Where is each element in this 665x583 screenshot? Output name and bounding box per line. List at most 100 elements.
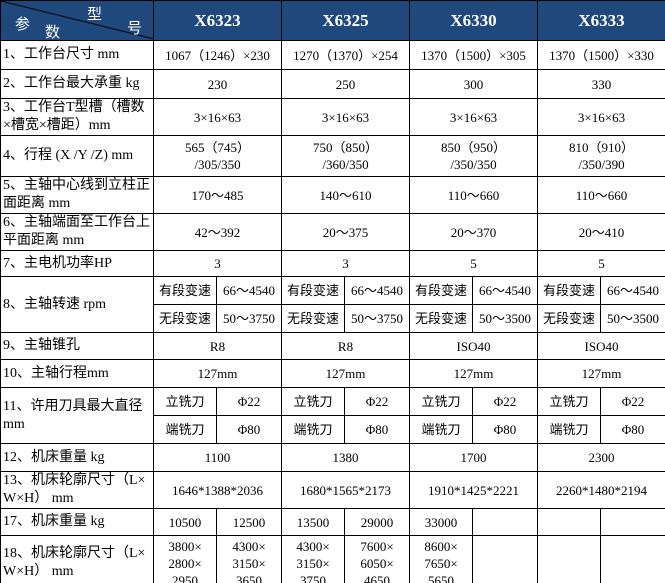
- value-cell: 12500: [216, 508, 282, 536]
- value-cell: 立铣刀: [281, 387, 345, 416]
- row-label: 12、机床重量 kg: [0, 443, 154, 472]
- value-cell: 1370（1500）×330: [537, 40, 665, 70]
- value-cell: 1100: [153, 443, 282, 472]
- spec-row: 18、机床轮廓尺寸（L× W×H） mm 3800× 2800× 2950 4300…: [0, 535, 665, 583]
- value-cell: Φ80: [600, 415, 665, 444]
- value-cell: 230: [153, 69, 282, 99]
- corner-char: 参: [15, 17, 31, 33]
- row-label: 7、主电机功率HP: [0, 250, 154, 277]
- value-cell: 127mm: [409, 359, 538, 388]
- value-cell: Φ80: [344, 415, 410, 444]
- value-cell: 5: [537, 250, 665, 277]
- value-cell: 1646*1388*2036: [153, 471, 282, 509]
- corner-char: 数: [45, 25, 61, 41]
- value-cell: 66～4540: [216, 276, 282, 305]
- value-cell: 端铣刀: [409, 415, 473, 444]
- value-cell: [472, 535, 538, 583]
- value-cell: 端铣刀: [281, 415, 345, 444]
- value-cell: 1370（1500）×305: [409, 40, 538, 70]
- spec-row: 8、主轴转速 rpm 有段变速 66～4540 有段变速 66～4540 有段变速 66～4…: [0, 276, 665, 333]
- value-cell: 13500: [281, 508, 345, 536]
- corner-char: 号: [127, 21, 143, 37]
- value-cell: 110～660: [409, 176, 538, 214]
- value-cell: 2260*1480*2194: [537, 471, 665, 509]
- spec-row: 5、主轴中心线到立柱正 面距离 mm 170～485 140～610 110～660 1…: [0, 176, 665, 214]
- value-cell: 2300: [537, 443, 665, 472]
- value-cell: ISO40: [537, 332, 665, 360]
- row-label: 6、主轴端面至工作台上 平面距离 mm: [0, 213, 154, 251]
- model-header: X6330: [409, 0, 538, 41]
- value-cell: 66～4540: [344, 276, 410, 305]
- value-cell: 50～3750: [216, 304, 282, 333]
- value-cell: 立铣刀: [409, 387, 473, 416]
- header-row: 型 号 参 数 X6323 X6325 X6330 X6333: [0, 0, 665, 41]
- row-label: 9、主轴锥孔: [0, 332, 154, 360]
- value-cell: 50～3500: [472, 304, 538, 333]
- value-cell: 300: [409, 69, 538, 99]
- value-cell: 3×16×63: [281, 98, 410, 136]
- value-cell: [600, 535, 665, 583]
- value-cell: 140～610: [281, 176, 410, 214]
- value-cell: 有段变速: [409, 276, 473, 305]
- value-cell: 3×16×63: [409, 98, 538, 136]
- spec-row: 4、行程 (X /Y /Z) mm 565（745） /305/350 750（85…: [0, 135, 665, 177]
- value-cell: [600, 508, 665, 536]
- value-cell: 565（745） /305/350: [153, 135, 282, 177]
- value-cell: 66～4540: [600, 276, 665, 305]
- value-cell: 110～660: [537, 176, 665, 214]
- row-label: 2、工作台最大承重 kg: [0, 69, 154, 99]
- value-cell: 无段变速: [409, 304, 473, 333]
- value-cell: 8600× 7650× 5650: [409, 535, 473, 583]
- diagonal-line: [1, 1, 154, 39]
- value-cell: 3×16×63: [537, 98, 665, 136]
- spec-row: 11、许用刀具最大直径 mm 立铣刀 Φ22 立铣刀 Φ22 立铣刀 Φ22 立铣刀 Φ22: [0, 387, 665, 444]
- value-cell: 33000: [409, 508, 473, 536]
- spec-row: 无段变速 50～3750 无段变速 50～3750 无段变速 50～3500 无段变速 50～…: [1, 304, 665, 333]
- value-cell: Φ22: [216, 387, 282, 416]
- value-cell: 端铣刀: [153, 415, 217, 444]
- row-label: 4、行程 (X /Y /Z) mm: [0, 135, 154, 177]
- value-cell: 750（850） /360/350: [281, 135, 410, 177]
- spec-row: 12、机床重量 kg 1100 1380 1700 2300: [0, 443, 665, 472]
- value-cell: 3×16×63: [153, 98, 282, 136]
- spec-row: 13、机床轮廓尺寸（L× W×H） mm 1646*1388*2036 1680*1…: [0, 471, 665, 509]
- value-cell: 4300× 3150× 3750: [281, 535, 345, 583]
- value-cell: R8: [153, 332, 282, 360]
- value-cell: 20～370: [409, 213, 538, 251]
- value-cell: ISO40: [409, 332, 538, 360]
- row-label: 18、机床轮廓尺寸（L× W×H） mm: [0, 535, 154, 583]
- value-cell: 29000: [344, 508, 410, 536]
- value-cell: Φ22: [344, 387, 410, 416]
- value-cell: Φ22: [600, 387, 665, 416]
- value-cell: 330: [537, 69, 665, 99]
- value-cell: 立铣刀: [537, 387, 601, 416]
- value-cell: 无段变速: [153, 304, 217, 333]
- value-cell: 1910*1425*2221: [409, 471, 538, 509]
- value-cell: Φ22: [472, 387, 538, 416]
- value-cell: R8: [281, 332, 410, 360]
- value-cell: 1270（1370）×254: [281, 40, 410, 70]
- value-cell: 1700: [409, 443, 538, 472]
- value-cell: 250: [281, 69, 410, 99]
- value-cell: 127mm: [153, 359, 282, 388]
- value-cell: 127mm: [281, 359, 410, 388]
- spec-row: 3、工作台T型槽（槽数 ×槽宽×槽距）mm 3×16×63 3×16×63 3×16×…: [0, 98, 665, 136]
- value-cell: 127mm: [537, 359, 665, 388]
- row-label: 13、机床轮廓尺寸（L× W×H） mm: [0, 471, 154, 509]
- value-cell: Φ80: [472, 415, 538, 444]
- value-cell: 3: [281, 250, 410, 277]
- model-header: X6325: [281, 0, 410, 41]
- model-header: X6333: [537, 0, 665, 41]
- value-cell: Φ80: [216, 415, 282, 444]
- spec-row: 端铣刀 Φ80 端铣刀 Φ80 端铣刀 Φ80 端铣刀 Φ80: [1, 415, 665, 444]
- value-cell: 有段变速: [537, 276, 601, 305]
- spec-row: 1、工作台尺寸 mm 1067（1246）×230 1270（1370）×254 13…: [0, 40, 665, 70]
- value-cell: 有段变速: [281, 276, 345, 305]
- model-header: X6323: [153, 0, 282, 41]
- value-cell: 有段变速: [153, 276, 217, 305]
- value-cell: 1067（1246）×230: [153, 40, 282, 70]
- value-cell: 1380: [281, 443, 410, 472]
- value-cell: 20～410: [537, 213, 665, 251]
